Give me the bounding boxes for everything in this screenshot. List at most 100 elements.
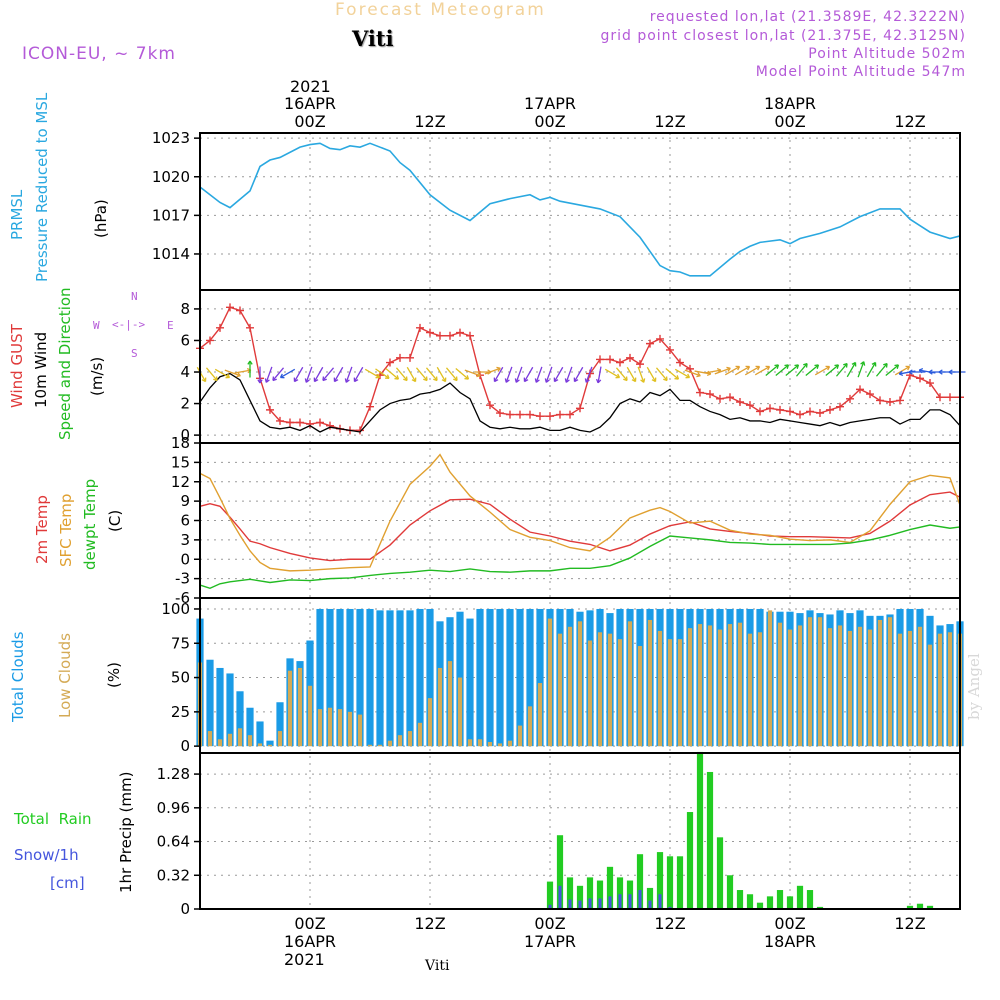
snow-bar: [598, 898, 602, 909]
wind-direction-arrowhead: [213, 376, 218, 382]
low-cloud-bar: [477, 739, 483, 747]
low-cloud-bar: [837, 625, 843, 747]
wind-gust-marker: [676, 358, 684, 367]
wind-gust-marker: [406, 353, 414, 362]
y-tick-label: 12: [171, 473, 190, 491]
wind-direction-arrow: [205, 367, 218, 381]
y-tick-label: 1020: [152, 168, 190, 186]
wind-direction-arrow: [674, 368, 690, 379]
wind-direction-arrow: [655, 367, 668, 381]
y-tick-label: 1014: [152, 245, 190, 263]
wind-gust-marker: [796, 410, 804, 419]
wind-gust-marker: [236, 306, 244, 315]
wind-direction-arrow: [505, 366, 513, 383]
wind-direction-arrowhead: [272, 376, 277, 382]
low-cloud-bar: [657, 630, 663, 747]
wind-direction-arrow: [665, 367, 679, 380]
wind-direction-arrowhead: [894, 364, 900, 369]
wind-direction-arrowhead: [504, 378, 510, 383]
wind-gust-marker: [436, 331, 444, 340]
wind-gust-marker: [896, 396, 904, 405]
wind-gust-marker: [886, 397, 894, 406]
rain-bar: [776, 890, 784, 909]
total-cloud-bar: [346, 608, 354, 747]
low-cloud-bar: [507, 740, 513, 747]
wind-direction-arrowhead: [534, 378, 540, 383]
low-cloud-bar: [697, 624, 703, 747]
wind-direction-arrow: [615, 367, 628, 381]
wind-direction-arrowhead: [685, 373, 691, 379]
wind-gust-marker: [596, 355, 604, 364]
y-tick-label: 25: [171, 703, 190, 721]
wind-gust-marker: [396, 353, 404, 362]
wind-direction-arrowhead: [615, 373, 621, 379]
total-cloud-bar: [486, 608, 494, 747]
bottom-hour-label: 12Z: [414, 914, 445, 933]
closest-coords: grid point closest lon,lat (21.375E, 42.…: [600, 28, 966, 44]
wind-direction-arrow: [493, 366, 504, 382]
wind-direction-arrowhead: [640, 378, 646, 383]
wind-direction-arrowhead: [453, 376, 458, 382]
wind-direction-arrow: [684, 369, 701, 377]
low-cloud-bar: [537, 683, 543, 747]
wind-gust-marker: [826, 405, 834, 414]
low-cloud-bar: [427, 698, 433, 747]
rain-bar: [696, 751, 704, 909]
wind-direction-arrowhead: [279, 373, 285, 379]
wind-gust-marker: [776, 405, 784, 414]
wind-direction-arrowhead: [293, 377, 299, 383]
top-hour-label: 12Z: [414, 112, 445, 131]
wind-gust-marker: [546, 412, 554, 421]
total-cloud-bar: [266, 740, 274, 747]
wind-direction-arrowhead: [476, 372, 481, 378]
rain-bar: [736, 890, 744, 909]
wind-gust-marker: [876, 396, 884, 405]
wind-direction-arrowhead: [523, 377, 529, 383]
wind-gust-marker: [356, 426, 364, 435]
low-cloud-bar: [757, 632, 763, 747]
wind-direction-arrowhead: [745, 365, 751, 371]
wind-direction-arrow: [436, 366, 447, 382]
snow-bar: [608, 896, 612, 909]
compass-south: S: [131, 347, 138, 360]
low-cloud-bar: [417, 722, 423, 747]
wind-direction-arrow: [885, 364, 899, 377]
wind-direction-arrow: [785, 364, 799, 377]
wind-direction-arrow: [814, 365, 830, 376]
low-cloud-bar: [257, 743, 263, 747]
temp-2m-line: [199, 491, 961, 562]
low-cloud-bar: [647, 619, 653, 747]
wind-direction-arrow: [626, 366, 637, 382]
snow-bar: [668, 906, 672, 909]
top-hour-label: 00Z: [774, 112, 805, 131]
total-cloud-bar: [506, 608, 514, 747]
y-tick-label: 1.28: [157, 765, 190, 783]
wind-gust-marker: [416, 323, 424, 332]
total-cloud-bar: [426, 608, 434, 747]
low-cloud-bar: [907, 630, 913, 747]
top-date-label: 16APR: [284, 94, 336, 113]
bottom-hour-label: 00Z: [774, 914, 805, 933]
wind-direction-arrow: [553, 366, 564, 382]
wind-direction-arrow: [795, 363, 808, 377]
wind-direction-arrowhead: [898, 370, 904, 377]
y-tick-label: 0: [180, 737, 190, 755]
wind-direction-arrowhead: [834, 364, 840, 369]
wind-gust-marker: [446, 331, 454, 340]
rain-bar: [796, 885, 804, 909]
wind-gust-marker: [216, 323, 224, 332]
wind-direction-arrow: [484, 367, 501, 375]
wind-gust-marker: [266, 405, 274, 414]
low-cloud-bar: [627, 621, 633, 747]
low-cloud-bar: [377, 744, 383, 747]
y-tick-label: -3: [175, 570, 190, 588]
wind-gust-marker: [766, 404, 774, 413]
wind-gust-marker: [946, 393, 954, 402]
low-cloud-bar: [687, 628, 693, 747]
wind-gust-marker: [746, 401, 754, 410]
point-altitude: Point Altitude 502m: [808, 46, 966, 62]
wind-gust-marker: [936, 393, 944, 402]
snow-bar: [548, 904, 552, 909]
wind-gust-marker: [386, 358, 394, 367]
snow-bar: [558, 885, 562, 909]
